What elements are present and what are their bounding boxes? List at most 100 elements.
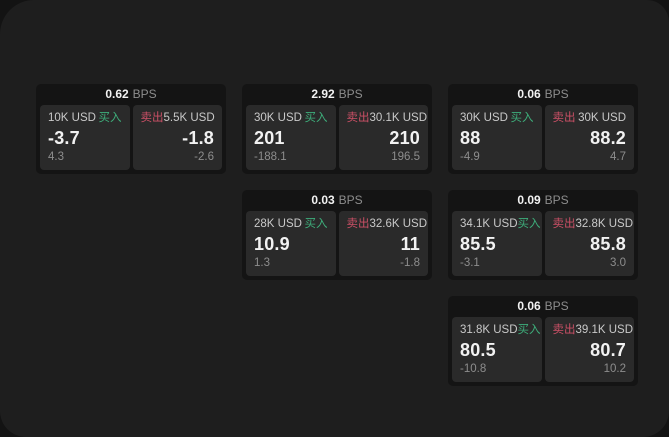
quote-panels: 30K USD 买入 201 -188.1 卖出 30.1K USD 210 1… [246, 105, 428, 170]
card-header: 0.06 BPS [452, 296, 634, 317]
buy-change: 4.3 [48, 151, 64, 163]
sell-panel[interactable]: 卖出 30.1K USD 210 196.5 [338, 105, 428, 170]
quote-panels: 31.8K USD 买入 80.5 -10.8 卖出 39.1K USD 80.… [452, 317, 634, 382]
buy-tag: 买入 [517, 218, 541, 230]
sell-panel-header: 卖出 5.5K USD [141, 112, 215, 125]
card-header: 0.62 BPS [40, 84, 222, 105]
buy-change: -188.1 [254, 151, 287, 163]
buy-tag: 买入 [304, 218, 328, 230]
bps-value: 0.06 [517, 299, 541, 313]
buy-price: 80.5 [460, 340, 496, 360]
quote-card: 0.06 BPS 30K USD 买入 88 -4.9 卖出 30K USD 8… [448, 84, 638, 174]
buy-price: 88 [460, 128, 481, 148]
bps-unit-label: BPS [544, 87, 569, 101]
sell-panel[interactable]: 卖出 32.6K USD 11 -1.8 [338, 211, 428, 276]
sell-change: -2.6 [194, 151, 214, 163]
sell-price: 210 [389, 128, 420, 148]
sell-tag: 卖出 [552, 112, 576, 124]
card-header: 0.06 BPS [452, 84, 634, 105]
buy-change: -3.1 [460, 257, 480, 269]
buy-panel-header: 30K USD 买入 [254, 112, 328, 125]
bps-unit-label: BPS [338, 193, 363, 207]
buy-tag: 买入 [98, 112, 122, 124]
sell-panel[interactable]: 卖出 5.5K USD -1.8 -2.6 [132, 105, 222, 170]
sell-change: 196.5 [391, 151, 420, 163]
quote-grid: 0.62 BPS 10K USD 买入 -3.7 4.3 卖出 5.5K USD… [36, 84, 638, 386]
bps-value: 0.03 [311, 193, 335, 207]
sell-price: 11 [400, 234, 420, 254]
buy-change: -4.9 [460, 151, 480, 163]
quote-card: 0.62 BPS 10K USD 买入 -3.7 4.3 卖出 5.5K USD… [36, 84, 226, 174]
quote-panels: 10K USD 买入 -3.7 4.3 卖出 5.5K USD -1.8 -2.… [40, 105, 222, 170]
buy-panel-header: 34.1K USD 买入 [460, 218, 541, 231]
buy-tag: 买入 [304, 112, 328, 124]
buy-panel-header: 30K USD 买入 [460, 112, 534, 125]
buy-panel-header: 28K USD 买入 [254, 218, 328, 231]
sell-change: 4.7 [610, 151, 626, 163]
quote-panels: 34.1K USD 买入 85.5 -3.1 卖出 32.8K USD 85.8… [452, 211, 634, 276]
buy-tag: 买入 [517, 324, 541, 336]
buy-panel-header: 31.8K USD 买入 [460, 324, 541, 337]
sell-tag: 卖出 [552, 324, 576, 336]
bps-unit-label: BPS [544, 193, 569, 207]
sell-tag: 卖出 [346, 218, 370, 230]
buy-amount: 28K USD [254, 218, 302, 230]
buy-price: 85.5 [460, 234, 496, 254]
sell-amount: 32.8K USD [575, 218, 634, 230]
quote-card: 0.03 BPS 28K USD 买入 10.9 1.3 卖出 32.6K US… [242, 190, 432, 280]
bps-value: 0.62 [105, 87, 129, 101]
sell-panel[interactable]: 卖出 39.1K USD 80.7 10.2 [544, 317, 634, 382]
sell-panel-header: 卖出 32.8K USD [552, 218, 634, 231]
quote-card: 0.06 BPS 31.8K USD 买入 80.5 -10.8 卖出 39.1… [448, 296, 638, 386]
buy-panel[interactable]: 10K USD 买入 -3.7 4.3 [40, 105, 130, 170]
sell-amount: 30.1K USD [369, 112, 428, 124]
buy-price: 10.9 [254, 234, 290, 254]
buy-panel-header: 10K USD 买入 [48, 112, 122, 125]
buy-panel[interactable]: 30K USD 买入 88 -4.9 [452, 105, 542, 170]
sell-panel-header: 卖出 30.1K USD [346, 112, 428, 125]
sell-change: -1.8 [400, 257, 420, 269]
buy-amount: 30K USD [254, 112, 302, 124]
buy-panel[interactable]: 34.1K USD 买入 85.5 -3.1 [452, 211, 542, 276]
bps-unit-label: BPS [132, 87, 157, 101]
bps-unit-label: BPS [544, 299, 569, 313]
buy-amount: 34.1K USD [460, 218, 518, 230]
buy-change: 1.3 [254, 257, 270, 269]
sell-panel[interactable]: 卖出 30K USD 88.2 4.7 [544, 105, 634, 170]
sell-tag: 卖出 [346, 112, 370, 124]
sell-amount: 39.1K USD [575, 324, 634, 336]
buy-amount: 30K USD [460, 112, 508, 124]
buy-change: -10.8 [460, 363, 487, 375]
sell-panel-header: 卖出 39.1K USD [552, 324, 634, 337]
bps-value: 0.09 [517, 193, 541, 207]
sell-panel[interactable]: 卖出 32.8K USD 85.8 3.0 [544, 211, 634, 276]
sell-panel-header: 卖出 32.6K USD [346, 218, 428, 231]
sell-amount: 30K USD [578, 112, 626, 124]
buy-panel[interactable]: 31.8K USD 买入 80.5 -10.8 [452, 317, 542, 382]
quote-panels: 30K USD 买入 88 -4.9 卖出 30K USD 88.2 4.7 [452, 105, 634, 170]
sell-tag: 卖出 [552, 218, 576, 230]
card-header: 0.03 BPS [246, 190, 428, 211]
quote-card: 0.09 BPS 34.1K USD 买入 85.5 -3.1 卖出 32.8K… [448, 190, 638, 280]
quote-card: 2.92 BPS 30K USD 买入 201 -188.1 卖出 30.1K … [242, 84, 432, 174]
sell-amount: 32.6K USD [369, 218, 428, 230]
card-header: 2.92 BPS [246, 84, 428, 105]
sell-tag: 卖出 [140, 112, 164, 124]
buy-amount: 31.8K USD [460, 324, 518, 336]
buy-amount: 10K USD [48, 112, 96, 124]
sell-price: 88.2 [590, 128, 626, 148]
sell-amount: 5.5K USD [163, 112, 215, 124]
buy-panel[interactable]: 28K USD 买入 10.9 1.3 [246, 211, 336, 276]
sell-change: 10.2 [603, 363, 626, 375]
bps-value: 2.92 [311, 87, 335, 101]
buy-price: -3.7 [48, 128, 80, 148]
buy-price: 201 [254, 128, 285, 148]
quote-panels: 28K USD 买入 10.9 1.3 卖出 32.6K USD 11 -1.8 [246, 211, 428, 276]
bps-unit-label: BPS [338, 87, 363, 101]
sell-panel-header: 卖出 30K USD [553, 112, 627, 125]
sell-price: 85.8 [590, 234, 626, 254]
buy-panel[interactable]: 30K USD 买入 201 -188.1 [246, 105, 336, 170]
sell-change: 3.0 [610, 257, 626, 269]
bps-value: 0.06 [517, 87, 541, 101]
